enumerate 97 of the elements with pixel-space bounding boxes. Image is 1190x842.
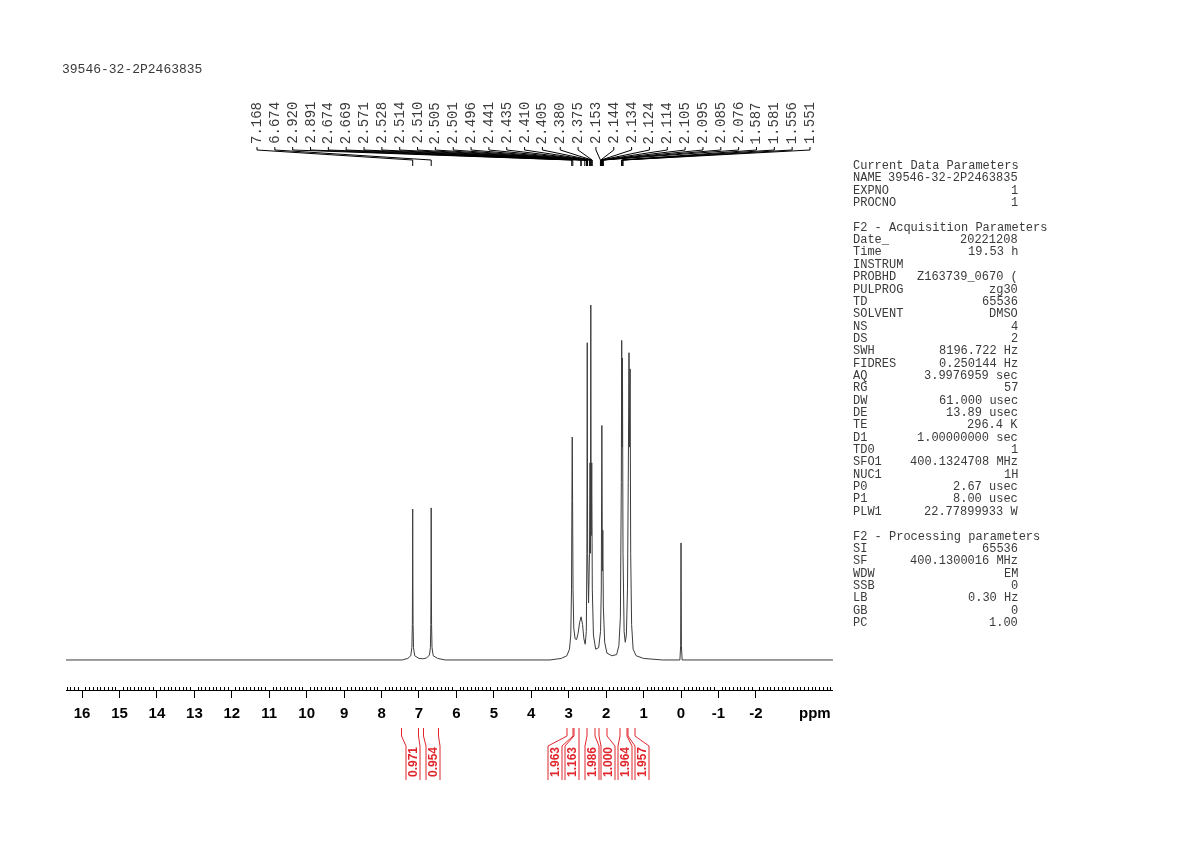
text: SI 65536 bbox=[853, 542, 1019, 556]
text: PROBHD Z163739_0670 ( bbox=[853, 270, 1018, 284]
text: NAME 39546-32-2P2463835 bbox=[853, 171, 1018, 185]
x-tick-label: -2 bbox=[749, 704, 763, 721]
annotation: 2.435 bbox=[498, 101, 515, 144]
text: F2 - Processing parameters bbox=[853, 530, 1041, 544]
text: RG 57 bbox=[853, 381, 1019, 395]
text: TD 65536 bbox=[853, 295, 1019, 309]
annotation: 2.375 bbox=[570, 102, 587, 145]
annotation: 2.076 bbox=[730, 101, 747, 144]
text: Date_ 20221208 bbox=[853, 233, 1018, 247]
annotation: 2.134 bbox=[623, 101, 640, 144]
annotation: 1.581 bbox=[766, 102, 783, 145]
text: SOLVENT DMSO bbox=[853, 307, 1018, 321]
annotation: 2.410 bbox=[516, 101, 533, 144]
text: SF 400.1300016 MHz bbox=[853, 554, 1019, 568]
x-tick-label: 6 bbox=[452, 704, 461, 721]
x-tick-label: 1 bbox=[639, 704, 648, 721]
text: Time 19.53 h bbox=[853, 245, 1019, 259]
text: DW 61.000 usec bbox=[853, 394, 1019, 408]
text: TD0 1 bbox=[853, 443, 1019, 457]
annotation: 2.380 bbox=[552, 102, 569, 145]
annotation: 2.085 bbox=[712, 101, 729, 144]
annotation: 2.105 bbox=[677, 102, 694, 145]
x-tick-label: 13 bbox=[186, 704, 203, 721]
x-tick-label: 3 bbox=[564, 704, 573, 721]
annotation: 2.501 bbox=[445, 102, 462, 145]
text: 0.971 bbox=[406, 746, 420, 777]
annotation: 2.674 bbox=[320, 102, 337, 145]
text: LB 0.30 Hz bbox=[853, 591, 1019, 605]
text: P1 8.00 usec bbox=[853, 492, 1018, 506]
annotation: 2.441 bbox=[480, 101, 497, 144]
text: PROCNO 1 bbox=[853, 196, 1019, 210]
annotation: 2.514 bbox=[391, 101, 408, 144]
annotation: 2.669 bbox=[338, 102, 355, 145]
annotation: 1.587 bbox=[748, 102, 765, 145]
x-tick-label: 16 bbox=[73, 704, 91, 721]
x-tick-label: 14 bbox=[148, 704, 166, 721]
text: TE 296.4 K bbox=[853, 418, 1018, 432]
text: 1.963 bbox=[548, 746, 562, 777]
annotation: 2.528 bbox=[373, 101, 390, 144]
text: SSB 0 bbox=[853, 579, 1019, 593]
text: AQ 3.9976959 sec bbox=[853, 369, 1018, 383]
annotation: 1.551 bbox=[802, 101, 818, 144]
text: SWH 8196.722 Hz bbox=[853, 344, 1019, 358]
text: PC 1.00 bbox=[853, 616, 1018, 630]
x-tick-label: 15 bbox=[111, 704, 128, 721]
annotation: 2.095 bbox=[694, 101, 711, 144]
annotation: 2.505 bbox=[427, 102, 444, 145]
text: 1.957 bbox=[635, 746, 649, 777]
x-tick-label: 10 bbox=[298, 704, 316, 721]
annotation: 2.405 bbox=[534, 102, 551, 145]
annotation: 2.114 bbox=[659, 102, 676, 145]
annotation: 2.510 bbox=[409, 101, 426, 144]
text: PLW1 22.77899933 W bbox=[853, 505, 1018, 519]
text: NS 4 bbox=[853, 320, 1019, 334]
text: 1.964 bbox=[618, 746, 632, 777]
annotation: 7.168 bbox=[249, 101, 265, 144]
x-tick-label: 9 bbox=[339, 704, 349, 721]
text: FIDRES 0.250144 Hz bbox=[853, 357, 1019, 371]
x-tick-label: 7 bbox=[414, 704, 424, 721]
annotation: 2.496 bbox=[463, 102, 480, 145]
x-tick-label: 8 bbox=[377, 704, 386, 721]
x-tick-label: 5 bbox=[489, 704, 499, 721]
x-tick-label: 12 bbox=[223, 704, 241, 721]
annotation: 2.153 bbox=[587, 101, 604, 144]
text: DS 2 bbox=[853, 332, 1019, 346]
annotation: 2.124 bbox=[641, 102, 658, 145]
x-tick-label: 4 bbox=[527, 704, 537, 721]
x-tick-label: 11 bbox=[261, 704, 278, 721]
annotation: 1.556 bbox=[784, 102, 801, 145]
text: PULPROG zg30 bbox=[853, 283, 1018, 297]
text: Current Data Parameters bbox=[853, 159, 1019, 173]
text: 1.163 bbox=[565, 746, 579, 777]
text: DE 13.89 usec bbox=[853, 406, 1019, 420]
text: INSTRUM bbox=[853, 258, 904, 272]
x-tick-label: -1 bbox=[711, 704, 726, 721]
text: NUC1 1H bbox=[853, 468, 1019, 482]
text: P0 2.67 usec bbox=[853, 480, 1018, 494]
chart-title: 39546-32-2P2463835 bbox=[62, 61, 203, 77]
text: WDW EM bbox=[853, 567, 1019, 581]
x-axis-title: ppm bbox=[799, 704, 831, 721]
x-tick-label: 2 bbox=[601, 704, 611, 721]
text: F2 - Acquisition Parameters bbox=[853, 221, 1048, 235]
text: D1 1.00000000 sec bbox=[853, 431, 1018, 445]
annotation: 2.920 bbox=[284, 101, 301, 144]
text: SFO1 400.1324708 MHz bbox=[853, 455, 1019, 469]
annotation: 2.891 bbox=[302, 101, 319, 144]
annotation: 2.571 bbox=[356, 102, 373, 145]
x-tick-label: 0 bbox=[676, 704, 686, 721]
text: 1.000 bbox=[601, 746, 615, 777]
annotation: 2.144 bbox=[605, 101, 622, 144]
annotation: 6.674 bbox=[266, 101, 283, 144]
text: 1.986 bbox=[585, 746, 599, 777]
text: EXPNO 1 bbox=[853, 184, 1019, 198]
text: GB 0 bbox=[853, 604, 1019, 618]
text: 0.954 bbox=[426, 746, 440, 777]
